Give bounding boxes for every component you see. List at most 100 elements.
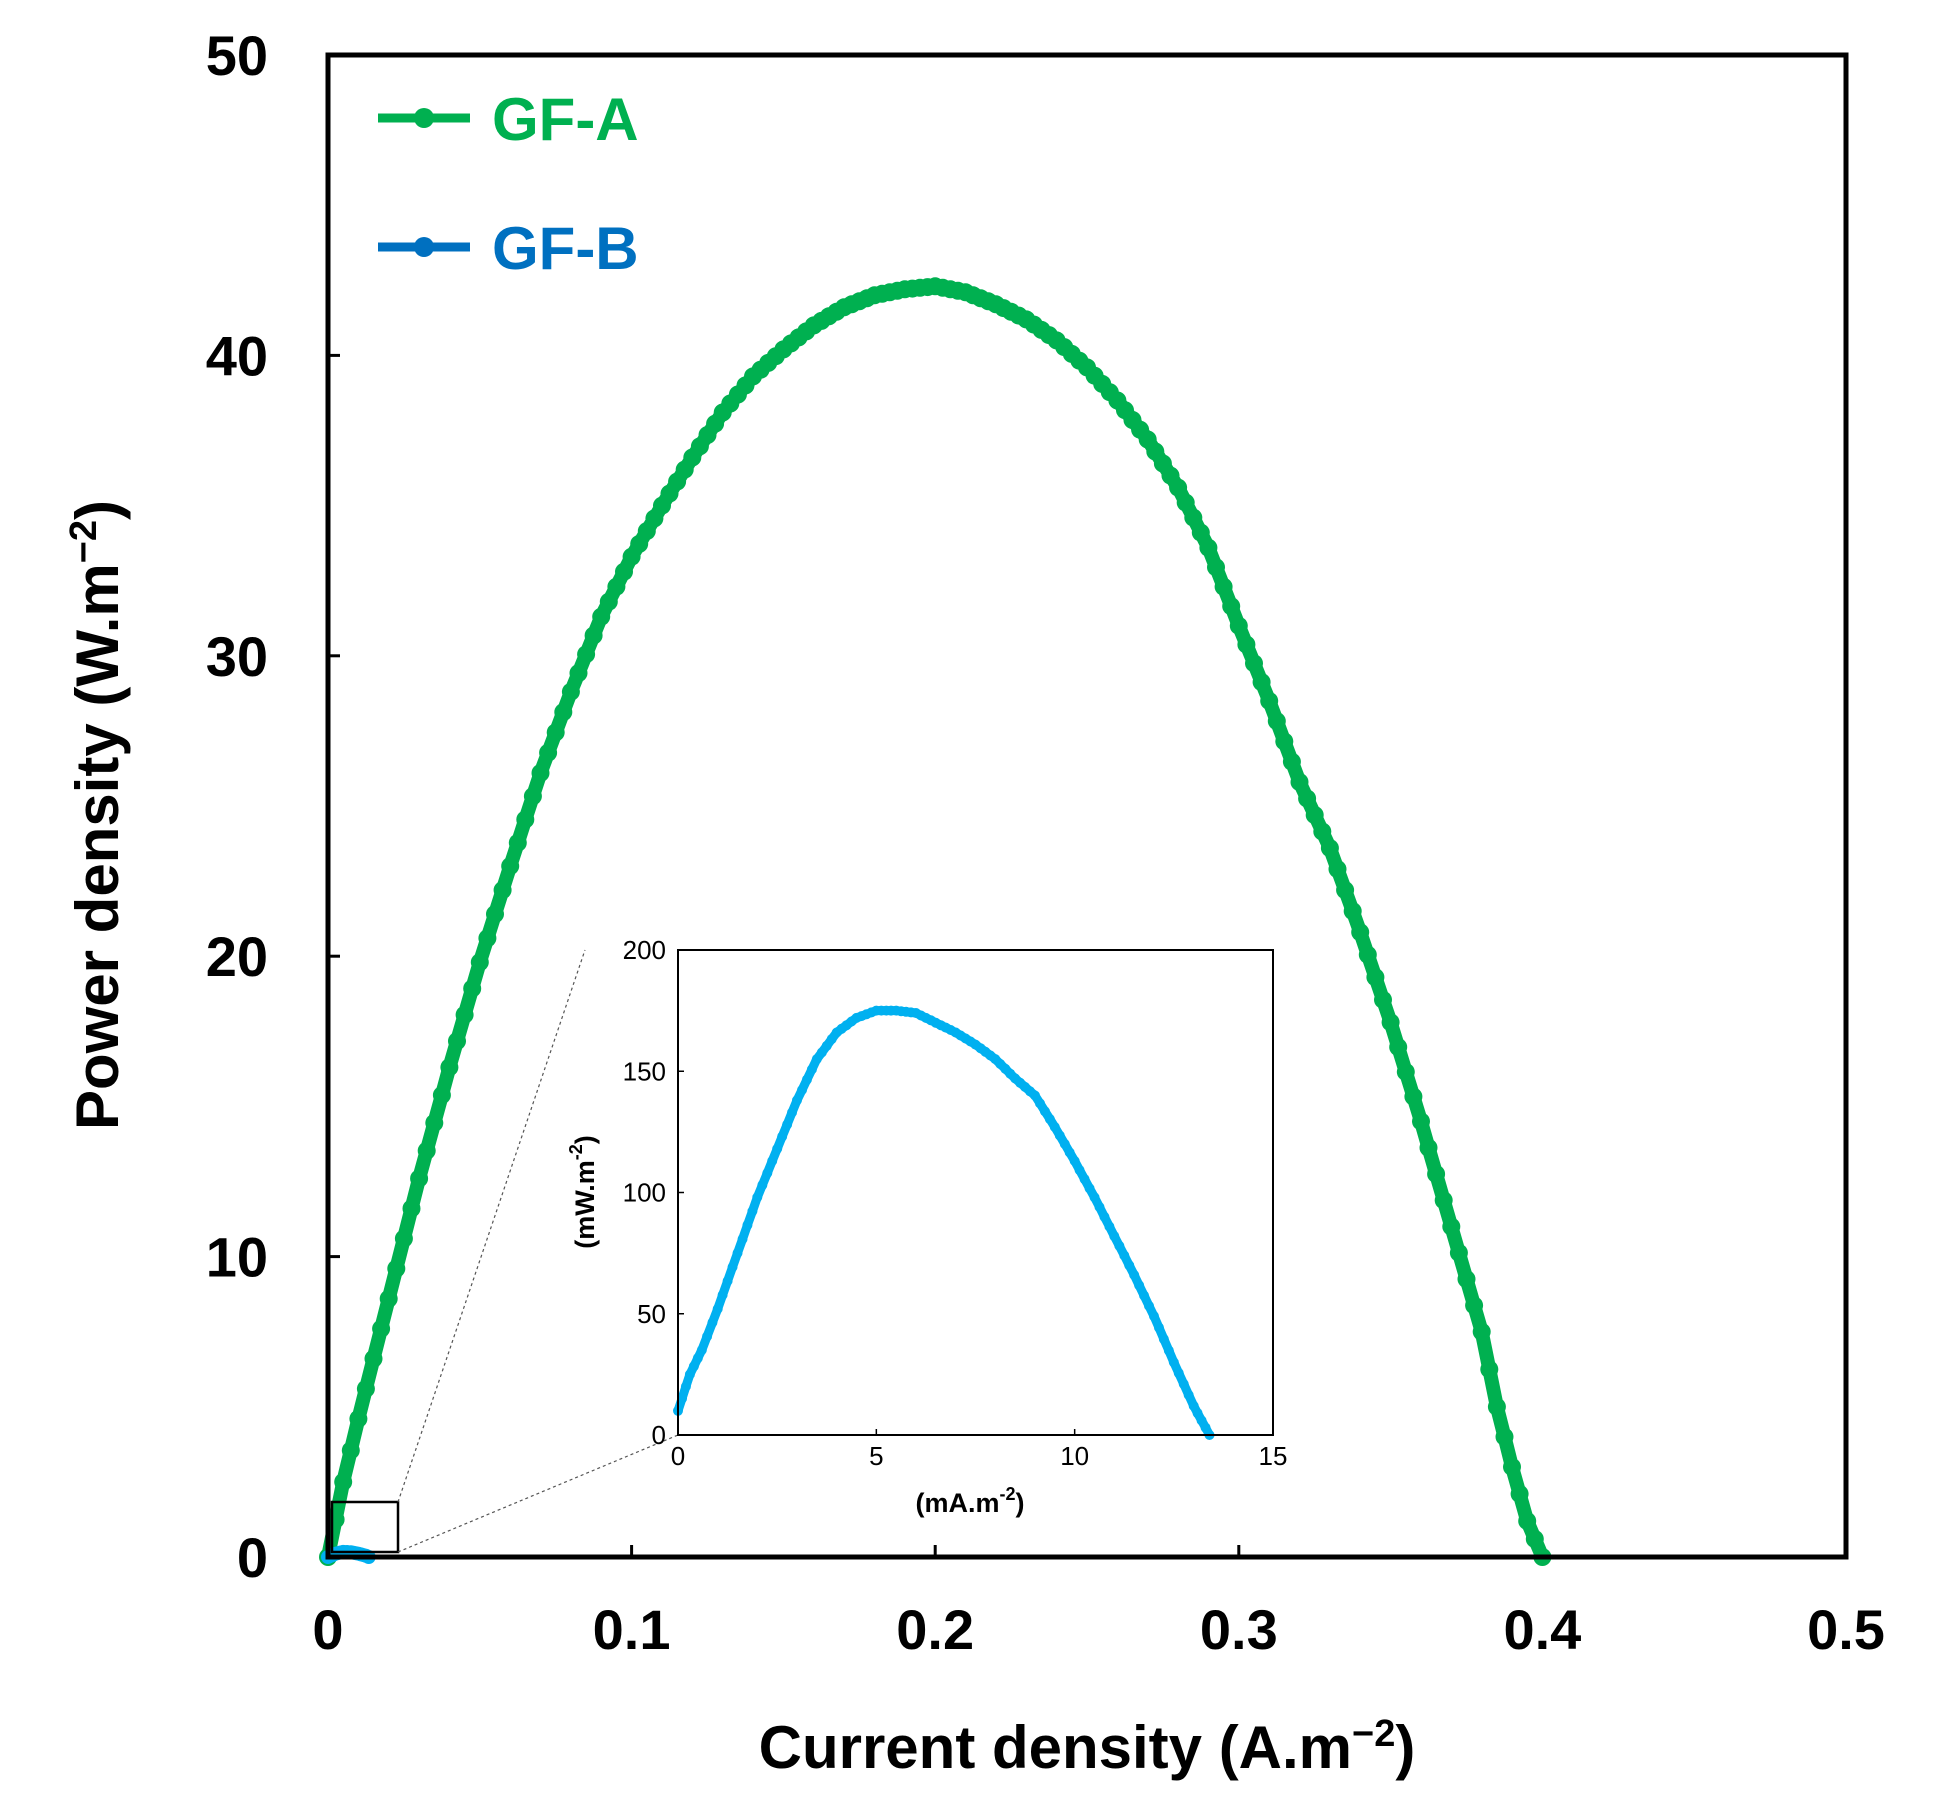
inset-series-point xyxy=(737,1234,748,1245)
inset-series-point xyxy=(797,1085,807,1095)
series-gf-a-point xyxy=(1503,1457,1521,1476)
legend-label-gf-b: GF-B xyxy=(492,215,639,282)
inset-series-point xyxy=(1099,1211,1110,1222)
series-gf-a-point xyxy=(1343,902,1362,921)
inset-series-point xyxy=(1059,1139,1070,1149)
series-gf-a-point xyxy=(1320,839,1339,858)
series-gf-a-point xyxy=(410,1169,429,1188)
main-x-axis-title: Current density (A.m−2) xyxy=(759,1713,1416,1781)
inset-series-point xyxy=(1129,1270,1140,1280)
inset-series-point xyxy=(747,1206,758,1217)
series-gf-a-point xyxy=(539,743,558,762)
series-gf-a-point xyxy=(1267,712,1286,731)
inset-series-point xyxy=(717,1290,728,1300)
inset-x-tick-label: 10 xyxy=(1060,1441,1089,1471)
series-gf-a-point xyxy=(1427,1165,1446,1183)
inset-series-point xyxy=(757,1180,768,1191)
inset-y-tick-label: 200 xyxy=(623,935,666,965)
inset-series-point xyxy=(696,1345,707,1356)
inset-series-point xyxy=(1163,1345,1174,1356)
series-gf-a-point xyxy=(607,577,626,596)
series-gf-a-point xyxy=(1374,990,1392,1009)
inset-series-point xyxy=(1178,1379,1189,1390)
series-gf-a-point xyxy=(470,953,489,972)
inset-series-point xyxy=(752,1192,763,1203)
series-gf-a-point xyxy=(1176,493,1195,512)
series-gf-a-point xyxy=(592,607,611,626)
inset-series-point xyxy=(1084,1183,1095,1194)
inset-series-point xyxy=(1035,1098,1045,1109)
inset-y-tick-label: 50 xyxy=(637,1299,666,1329)
main-x-tick-label: 0.5 xyxy=(1807,1598,1885,1661)
series-gf-a-point xyxy=(356,1379,375,1398)
series-gf-a-point xyxy=(1328,860,1347,879)
inset-series-point xyxy=(801,1074,812,1085)
inset-series-point xyxy=(677,1393,687,1404)
series-gf-a-point xyxy=(440,1058,459,1077)
series-gf-a-point xyxy=(402,1199,421,1218)
main-y-tick-label: 20 xyxy=(206,925,268,988)
inset-series-point xyxy=(707,1317,718,1328)
series-gf-a-point xyxy=(372,1319,391,1338)
inset-series-point xyxy=(1173,1368,1184,1379)
series-gf-a-point xyxy=(1229,616,1248,635)
series-gf-a-point xyxy=(569,664,588,683)
inset-series-point xyxy=(1049,1122,1060,1132)
zoom-region-box xyxy=(330,1500,400,1554)
series-gf-a-point xyxy=(463,979,482,998)
inset-series-point xyxy=(680,1381,691,1392)
series-gf-a-point xyxy=(1434,1191,1453,1210)
inset-y-tick-label: 100 xyxy=(623,1178,666,1208)
main-x-tick-label: 0.1 xyxy=(593,1598,671,1661)
series-gf-a-point xyxy=(349,1409,368,1428)
inset-series-point xyxy=(1030,1090,1040,1101)
inset-series-point xyxy=(1109,1231,1120,1242)
inset-series-point xyxy=(727,1262,738,1273)
series-gf-a-point xyxy=(486,905,504,924)
inset-series-point xyxy=(762,1168,773,1179)
legend: GF-A GF-B xyxy=(378,86,639,282)
inset-series-point xyxy=(1144,1300,1154,1311)
inset-series-point xyxy=(1094,1202,1105,1212)
series-gf-a-point xyxy=(1412,1112,1430,1131)
inset-series-point xyxy=(1064,1147,1075,1158)
inset-series-point xyxy=(1154,1322,1164,1333)
main-y-tick-label: 0 xyxy=(237,1526,268,1589)
series-gf-a-point xyxy=(334,1472,353,1491)
inset-series-point xyxy=(688,1361,699,1372)
series-gf-a-point xyxy=(1351,923,1370,942)
series-gf-a-point xyxy=(1358,945,1377,964)
inset-series-gf-b xyxy=(673,1005,1215,1440)
series-gf-a-point xyxy=(478,929,497,948)
series-gf-a-point xyxy=(1381,1013,1400,1032)
inset-x-tick-label: 5 xyxy=(869,1441,883,1471)
series-gf-a-point xyxy=(1298,789,1317,808)
inset-series-point xyxy=(1168,1357,1179,1368)
zoom-connector-top xyxy=(397,949,586,1503)
inset-series-point xyxy=(1183,1390,1194,1400)
series-gf-a-point xyxy=(417,1141,436,1160)
main-y-tick-label: 30 xyxy=(206,625,268,688)
inset-series-point xyxy=(787,1107,797,1118)
inset-series-point xyxy=(742,1220,753,1231)
inset-series-point xyxy=(806,1064,817,1075)
inset-series-point xyxy=(1089,1192,1100,1203)
inset-series-point xyxy=(1192,1408,1203,1419)
series-gf-a-point xyxy=(455,1005,474,1024)
series-gf-a-point xyxy=(615,562,633,581)
inset-series-point xyxy=(1039,1106,1050,1117)
inset-x-tick-label: 0 xyxy=(671,1441,685,1471)
inset-x-axis-title: (mA.m-2) xyxy=(915,1484,1024,1518)
main-x-tick-label: 0.4 xyxy=(1503,1598,1581,1661)
main-x-tick-label: 0 xyxy=(312,1598,343,1661)
series-gf-a-point xyxy=(1487,1397,1506,1416)
series-gf-a-point xyxy=(1305,806,1324,824)
series-gf-a xyxy=(319,277,1552,1566)
series-gf-a-point xyxy=(1237,635,1256,654)
main-x-tick-label: 0.2 xyxy=(896,1598,974,1661)
series-gf-a-point xyxy=(493,881,512,900)
